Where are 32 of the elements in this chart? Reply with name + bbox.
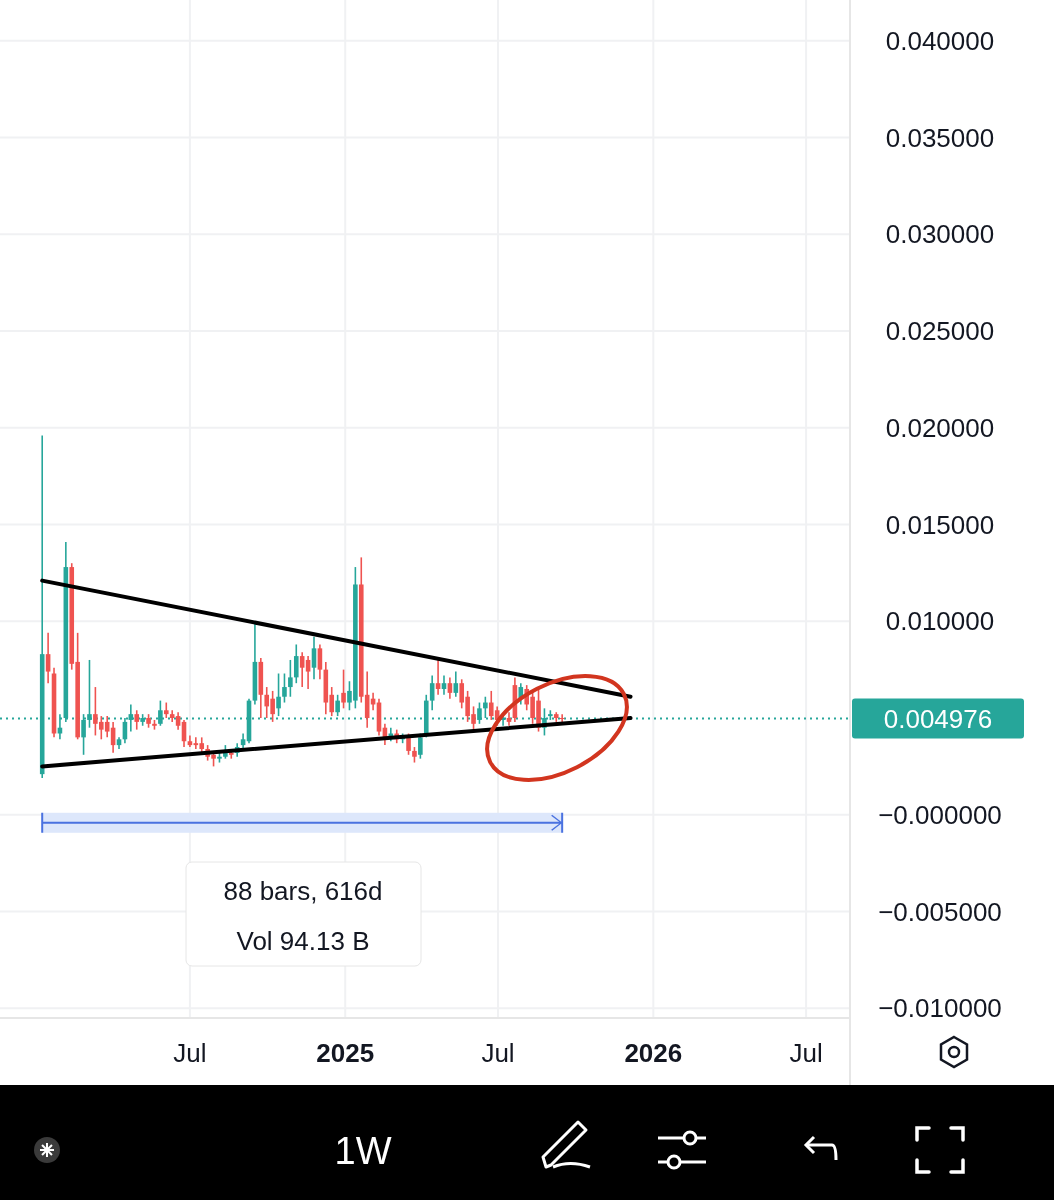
- x-tick-label: 2025: [316, 1038, 375, 1068]
- x-tick-label: 2026: [624, 1038, 683, 1068]
- x-tick-label: Jul: [173, 1038, 207, 1068]
- ref-line-label: 0.004976: [883, 703, 993, 734]
- y-tick-label: 0.040000: [885, 25, 995, 56]
- candlestick: [293, 643, 299, 684]
- candlestick: [311, 635, 317, 681]
- candlestick: [134, 709, 140, 731]
- y-tick-label: 0.015000: [885, 509, 995, 540]
- candlestick: [317, 643, 323, 681]
- y-tick-label: −0.005000: [878, 896, 1002, 927]
- candlestick: [299, 651, 305, 688]
- candlestick: [288, 659, 293, 698]
- candlestick: [429, 674, 435, 712]
- annotation: 88 bars, 616d: [223, 876, 383, 906]
- candlestick: [477, 701, 482, 725]
- y-tick-label: 0.020000: [885, 412, 995, 443]
- y-tick-label: 0.010000: [885, 606, 995, 637]
- y-tick-label: −0.000000: [878, 799, 1002, 830]
- annotation: Vol 94.13 B: [236, 926, 370, 956]
- x-tick-label: Jul: [481, 1038, 515, 1068]
- candlestick: [276, 672, 281, 717]
- y-tick-label: 0.025000: [885, 316, 995, 347]
- y-tick-label: 0.035000: [885, 122, 995, 153]
- candlestick: [45, 632, 51, 684]
- candlestick: [341, 668, 346, 710]
- text: 1W: [334, 1130, 392, 1172]
- candlestick: [282, 672, 287, 704]
- candlestick: [305, 655, 311, 690]
- x-tick-label: Jul: [789, 1038, 823, 1068]
- y-tick-label: −0.010000: [878, 993, 1002, 1024]
- y-tick-label: 0.030000: [885, 219, 995, 250]
